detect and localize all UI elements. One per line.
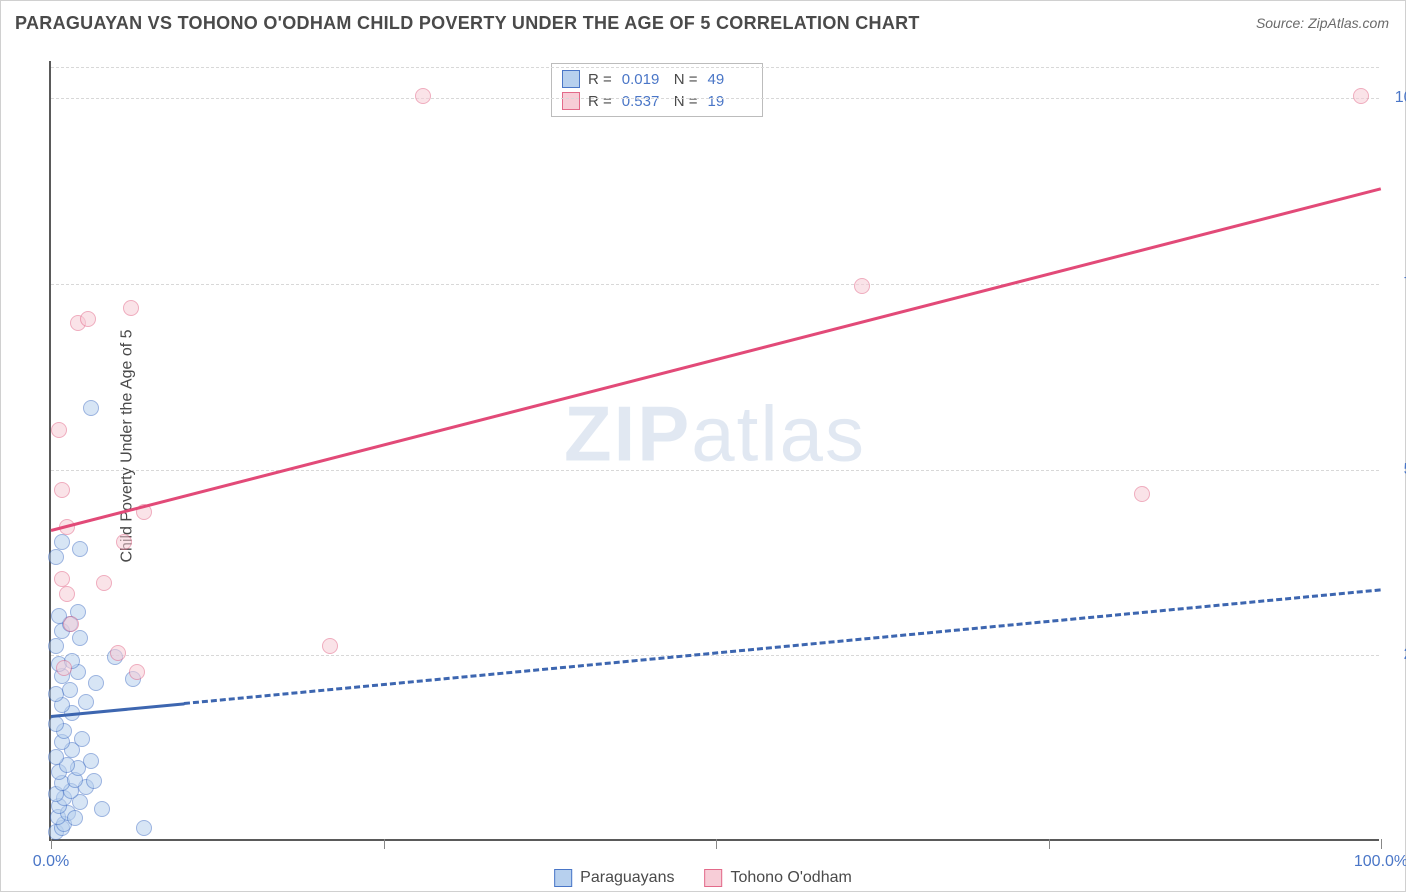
gridline	[51, 284, 1379, 285]
plot-area: ZIPatlas R = 0.019 N = 49 R = 0.537 N = …	[49, 61, 1379, 841]
x-tick	[716, 839, 717, 849]
n-label-1: N =	[674, 71, 698, 88]
y-tick-label: 100.0%	[1389, 89, 1406, 107]
data-point	[74, 731, 90, 747]
data-point	[116, 534, 132, 550]
data-point	[63, 616, 79, 632]
stats-legend: R = 0.019 N = 49 R = 0.537 N = 19	[551, 63, 763, 117]
data-point	[123, 300, 139, 316]
r-value-1: 0.019	[622, 71, 666, 88]
swatch-series-2	[562, 92, 580, 110]
stats-row-series-1: R = 0.019 N = 49	[562, 68, 752, 90]
watermark: ZIPatlas	[564, 389, 866, 480]
data-point	[83, 400, 99, 416]
r-value-2: 0.537	[622, 93, 666, 110]
series-legend: Paraguayans Tohono O'odham	[554, 869, 852, 887]
data-point	[96, 575, 112, 591]
gridline	[51, 470, 1379, 471]
gridline	[51, 67, 1379, 68]
data-point	[86, 773, 102, 789]
data-point	[88, 675, 104, 691]
data-point	[59, 586, 75, 602]
watermark-zip: ZIP	[564, 390, 691, 478]
legend-label-1: Paraguayans	[580, 869, 674, 887]
data-point	[51, 422, 67, 438]
y-tick-label: 50.0%	[1389, 461, 1406, 479]
x-tick	[1381, 839, 1382, 849]
data-point	[415, 88, 431, 104]
r-label-1: R =	[588, 71, 612, 88]
data-point	[136, 820, 152, 836]
data-point	[48, 749, 64, 765]
data-point	[1353, 88, 1369, 104]
legend-item-1: Paraguayans	[554, 869, 674, 887]
trend-line	[184, 588, 1381, 705]
data-point	[94, 801, 110, 817]
r-label-2: R =	[588, 93, 612, 110]
gridline	[51, 655, 1379, 656]
data-point	[67, 810, 83, 826]
x-tick-label: 0.0%	[33, 853, 69, 871]
data-point	[54, 482, 70, 498]
gridline	[51, 98, 1379, 99]
data-point	[62, 682, 78, 698]
data-point	[72, 630, 88, 646]
data-point	[78, 694, 94, 710]
data-point	[72, 541, 88, 557]
data-point	[322, 638, 338, 654]
trend-line	[51, 187, 1382, 532]
data-point	[48, 716, 64, 732]
data-point	[48, 549, 64, 565]
source-attribution: Source: ZipAtlas.com	[1256, 15, 1389, 31]
data-point	[83, 753, 99, 769]
data-point	[854, 278, 870, 294]
x-tick	[51, 839, 52, 849]
legend-label-2: Tohono O'odham	[730, 869, 851, 887]
swatch-series-1	[562, 70, 580, 88]
watermark-atlas: atlas	[691, 390, 866, 478]
n-value-1: 49	[708, 71, 752, 88]
x-tick	[1049, 839, 1050, 849]
data-point	[48, 638, 64, 654]
legend-swatch-2	[704, 869, 722, 887]
n-label-2: N =	[674, 93, 698, 110]
n-value-2: 19	[708, 93, 752, 110]
legend-swatch-1	[554, 869, 572, 887]
data-point	[54, 534, 70, 550]
chart-title: PARAGUAYAN VS TOHONO O'ODHAM CHILD POVER…	[15, 13, 920, 34]
data-point	[56, 660, 72, 676]
data-point	[54, 571, 70, 587]
y-tick-label: 25.0%	[1389, 646, 1406, 664]
legend-item-2: Tohono O'odham	[704, 869, 851, 887]
data-point	[129, 664, 145, 680]
x-tick-label: 100.0%	[1354, 853, 1406, 871]
chart-container: PARAGUAYAN VS TOHONO O'ODHAM CHILD POVER…	[0, 0, 1406, 892]
stats-row-series-2: R = 0.537 N = 19	[562, 90, 752, 112]
y-tick-label: 75.0%	[1389, 275, 1406, 293]
x-tick	[384, 839, 385, 849]
data-point	[80, 311, 96, 327]
data-point	[110, 645, 126, 661]
data-point	[1134, 486, 1150, 502]
